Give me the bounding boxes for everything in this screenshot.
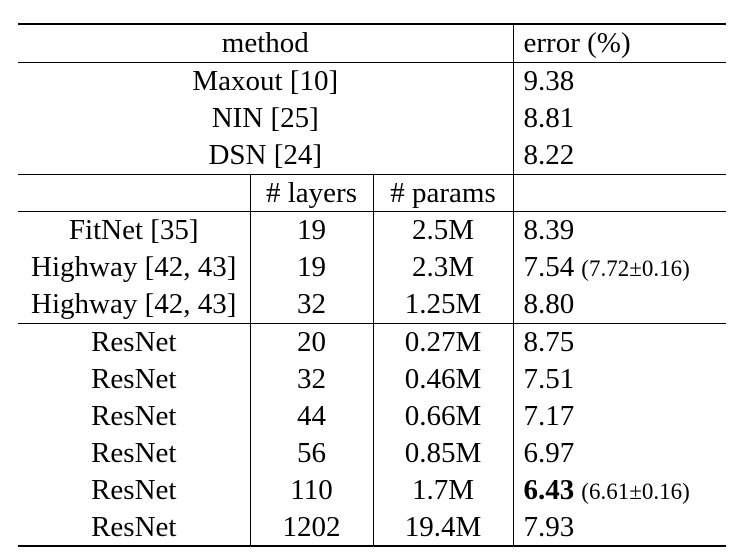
params-cell: 0.85M xyxy=(372,434,514,472)
table-row-highway-32: Highway [42, 43] 32 1.25M 8.80 xyxy=(18,286,727,325)
error-cell: 8.39 xyxy=(512,211,727,250)
table-subheader-row: # layers # params xyxy=(18,174,727,213)
error-cell: 8.81 xyxy=(512,99,727,137)
error-cell: 6.43 (6.61±0.16) xyxy=(512,471,727,509)
params-cell: 0.46M xyxy=(372,361,514,398)
table-row-resnet-44: ResNet 44 0.66M 7.17 xyxy=(18,397,727,435)
error-value: 7.51 xyxy=(523,362,575,395)
error-value: 7.93 xyxy=(523,510,575,543)
params-cell: 19.4M xyxy=(372,508,514,547)
method-cell: FitNet [35] xyxy=(68,214,199,247)
error-value: 6.43 xyxy=(523,473,575,506)
error-cell: 8.75 xyxy=(512,323,727,362)
layers-cell: 110 xyxy=(249,471,373,509)
error-cell: 7.93 xyxy=(512,508,727,547)
error-cell: 8.22 xyxy=(512,136,727,175)
params-cell: 1.25M xyxy=(372,286,514,325)
layers-cell: 56 xyxy=(249,434,373,472)
table-row-resnet-56: ResNet 56 0.85M 6.97 xyxy=(18,434,727,472)
table-row-resnet-32: ResNet 32 0.46M 7.51 xyxy=(18,361,727,398)
method-cell: DSN [24] xyxy=(18,136,514,175)
method-cell: ResNet xyxy=(91,436,177,469)
column-header-error: error (%) xyxy=(512,24,727,63)
subheader-empty-cell xyxy=(512,174,727,213)
error-cell: 7.17 xyxy=(512,397,727,435)
table-row-dsn: DSN [24] 8.22 xyxy=(18,136,727,175)
error-note: (7.72±0.16) xyxy=(581,256,690,282)
error-value: 8.75 xyxy=(523,326,575,359)
params-cell: 0.27M xyxy=(372,323,514,362)
table-row-maxout: Maxout [10] 9.38 xyxy=(18,62,727,100)
results-table: method error (%) Maxout [10] 9.38 NIN [2… xyxy=(18,23,727,548)
layers-cell: 19 xyxy=(249,249,373,287)
params-cell: 1.7M xyxy=(372,471,514,509)
error-value: 8.39 xyxy=(523,214,575,247)
error-value: 7.17 xyxy=(523,399,575,432)
error-note: (6.61±0.16) xyxy=(581,478,690,504)
column-header-params: # params xyxy=(372,174,514,213)
method-cell: NIN [25] xyxy=(211,101,319,134)
table-row-resnet-1202: ResNet 1202 19.4M 7.93 xyxy=(18,508,727,547)
layers-cell: 1202 xyxy=(249,508,373,547)
method-cell: Maxout [10] xyxy=(192,64,339,97)
method-cell: ResNet xyxy=(91,473,177,506)
layers-cell: 32 xyxy=(249,286,373,325)
error-value: 7.54 xyxy=(523,251,575,284)
params-cell: 2.5M xyxy=(372,211,514,250)
table-row-resnet-20: ResNet 20 0.27M 8.75 xyxy=(18,323,727,362)
error-cell: 8.80 xyxy=(512,286,727,325)
table-row-nin: NIN [25] 8.81 xyxy=(18,99,727,137)
error-cell: 7.54 (7.72±0.16) xyxy=(512,249,727,287)
table-header-row: method error (%) xyxy=(18,24,727,63)
layers-cell: 44 xyxy=(249,397,373,435)
column-header-layers: # layers xyxy=(249,174,373,213)
layers-cell: 20 xyxy=(249,323,373,362)
table-row-resnet-110: ResNet 110 1.7M 6.43 (6.61±0.16) xyxy=(18,471,727,509)
error-value: 8.80 xyxy=(523,288,575,321)
method-cell: Highway [42, 43] xyxy=(31,251,237,284)
params-cell: 0.66M xyxy=(372,397,514,435)
error-cell: 6.97 xyxy=(512,434,727,472)
table-row-fitnet: FitNet [35] 19 2.5M 8.39 xyxy=(18,211,727,250)
method-cell: ResNet xyxy=(91,362,177,395)
layers-cell: 19 xyxy=(249,211,373,250)
error-cell: 7.51 xyxy=(512,361,727,398)
method-cell: Highway [42, 43] xyxy=(18,286,250,325)
subheader-empty-cell xyxy=(18,174,250,213)
params-cell: 2.3M xyxy=(372,249,514,287)
method-cell: ResNet xyxy=(91,326,177,359)
layers-cell: 32 xyxy=(249,361,373,398)
method-cell: ResNet xyxy=(91,510,177,543)
table-row-highway-19: Highway [42, 43] 19 2.3M 7.54 (7.72±0.16) xyxy=(18,249,727,287)
error-cell: 9.38 xyxy=(512,62,727,100)
column-header-method: method xyxy=(18,24,514,63)
error-value: 6.97 xyxy=(523,436,575,469)
method-cell: ResNet xyxy=(91,399,177,432)
